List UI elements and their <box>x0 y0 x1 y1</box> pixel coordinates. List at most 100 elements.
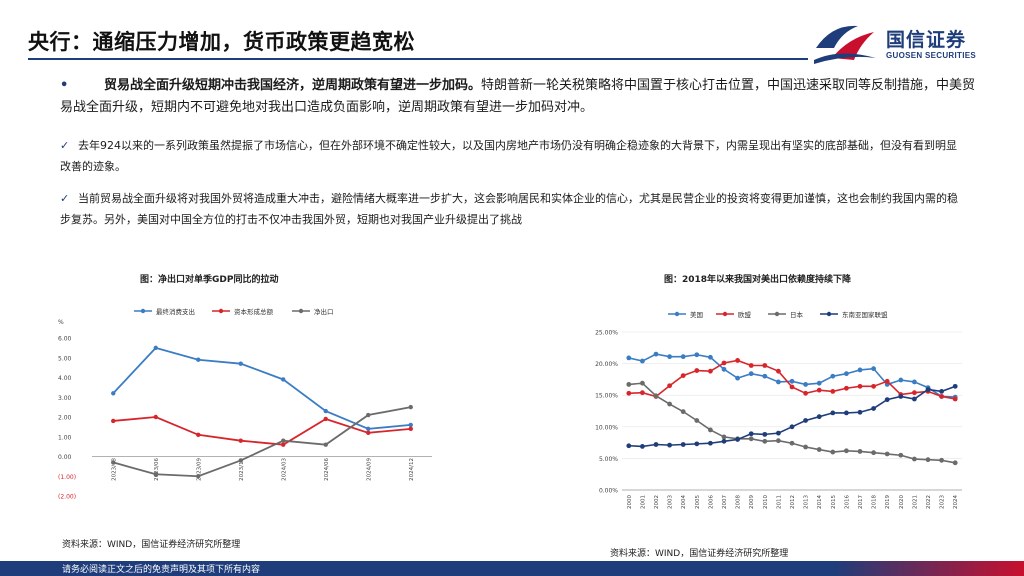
data-point <box>640 380 645 386</box>
company-logo: 国信证券 GUOSEN SECURITIES <box>812 18 1012 70</box>
series-line <box>112 346 411 430</box>
data-point <box>939 457 944 463</box>
data-point <box>735 375 740 381</box>
y-tick-label: (2.00) <box>58 494 76 501</box>
data-point <box>844 448 849 454</box>
data-point <box>640 390 645 396</box>
data-point <box>281 438 286 443</box>
data-point <box>816 447 822 452</box>
x-tick-label: 2004 <box>681 495 687 509</box>
data-point <box>789 378 795 384</box>
data-point <box>762 431 768 437</box>
x-tick-label: 2024/03 <box>281 458 287 481</box>
source-note: 资料来源：WIND，国信证券经济研究所整理 <box>610 549 789 559</box>
series-line <box>113 406 411 478</box>
data-point <box>408 404 413 410</box>
x-tick-label: 2003 <box>668 495 674 509</box>
x-tick-label: 2006 <box>708 495 714 509</box>
y-tick-label: 0.00% <box>599 488 618 495</box>
data-point <box>708 440 713 446</box>
x-tick-label: 2016 <box>844 495 850 509</box>
data-point <box>762 438 768 444</box>
data-point <box>789 440 795 446</box>
data-point <box>871 406 876 411</box>
data-point <box>939 394 944 399</box>
chart-title: 图：净出口对单季GDP同比的拉动 <box>140 275 279 285</box>
title-divider <box>28 58 808 60</box>
data-point <box>680 354 686 360</box>
data-point <box>925 387 931 392</box>
data-point <box>196 357 201 362</box>
x-tick-label: 2020 <box>899 495 905 509</box>
data-point <box>680 373 686 379</box>
x-tick-label: 2024/12 <box>409 458 415 481</box>
data-point <box>111 391 116 396</box>
data-point <box>748 363 754 368</box>
data-point <box>844 371 849 377</box>
logo-english-name: GUOSEN SECURITIES <box>886 51 977 60</box>
data-point <box>694 352 700 358</box>
x-tick-label: 2015 <box>831 495 837 509</box>
data-point <box>816 414 822 420</box>
data-point <box>776 379 781 385</box>
x-tick-label: 2018 <box>872 495 878 509</box>
x-tick-label: 2001 <box>640 495 646 509</box>
x-tick-label: 2010 <box>763 495 769 509</box>
data-point <box>196 474 201 479</box>
x-tick-label: 2007 <box>722 495 728 509</box>
x-tick-label: 2005 <box>695 495 701 509</box>
legend-marker <box>140 308 146 314</box>
data-point <box>789 384 795 390</box>
data-point <box>238 438 243 443</box>
data-point <box>111 460 116 465</box>
data-point <box>803 382 808 387</box>
data-point <box>735 437 740 442</box>
source-note: 资料来源：WIND，国信证券经济研究所整理 <box>62 540 241 550</box>
x-tick-label: 2023 <box>940 495 946 509</box>
x-tick-label: 2024/09 <box>366 458 372 481</box>
y-tick-label: 6.00 <box>58 336 72 343</box>
data-point <box>857 449 863 454</box>
data-point <box>694 368 700 373</box>
data-point <box>694 441 700 447</box>
x-tick-label: 2009 <box>749 495 755 509</box>
data-point <box>626 355 632 361</box>
y-tick-label: 1.00 <box>58 434 72 441</box>
data-point <box>952 383 958 389</box>
data-point <box>408 422 413 428</box>
x-tick-label: 2014 <box>817 495 823 509</box>
x-tick-label: 2021 <box>912 495 918 509</box>
y-tick-label: 20.00% <box>595 361 618 368</box>
bullet-text: 特朗普新一轮关税策略将中国置于核心打击位置，中国迅速采取同等反制措施，中美贸易战… <box>60 78 976 115</box>
data-point <box>857 383 863 389</box>
data-point <box>748 371 754 377</box>
data-point <box>721 366 727 372</box>
footer-bar: 请务必阅读正文之后的免责声明及其项下所有内容 <box>0 561 1024 576</box>
data-point <box>912 456 917 462</box>
y-tick-label: 5.00 <box>58 355 72 362</box>
logo-chinese-name: 国信证券 <box>886 29 967 51</box>
data-point <box>721 438 727 444</box>
main-bullet: • 贸易战全面升级短期冲击我国经济，逆周期政策有望进一步加码。特朗普新一轮关税策… <box>40 75 980 119</box>
data-point <box>912 390 917 396</box>
data-point <box>640 358 645 364</box>
data-point <box>762 373 768 379</box>
data-point <box>830 373 836 379</box>
data-point <box>884 451 890 457</box>
data-point <box>238 361 243 366</box>
y-tick-label: 3.00 <box>58 395 72 402</box>
bullet-bold-lead: 贸易战全面升级短期冲击我国经济，逆周期政策有望进一步加码。 <box>104 78 482 93</box>
data-point <box>640 443 645 449</box>
data-point <box>762 363 768 368</box>
data-point <box>680 442 686 447</box>
data-point <box>925 457 931 463</box>
data-point <box>871 450 876 456</box>
data-point <box>803 444 808 450</box>
series-line <box>113 416 411 446</box>
data-point <box>653 393 659 399</box>
chart-title: 图：2018年以来我国对美出口依赖度持续下降 <box>664 275 852 285</box>
x-tick-label: 2000 <box>627 495 633 509</box>
data-point <box>626 390 632 396</box>
y-axis-unit: % <box>58 319 64 326</box>
y-tick-label: 0.00 <box>58 454 72 461</box>
